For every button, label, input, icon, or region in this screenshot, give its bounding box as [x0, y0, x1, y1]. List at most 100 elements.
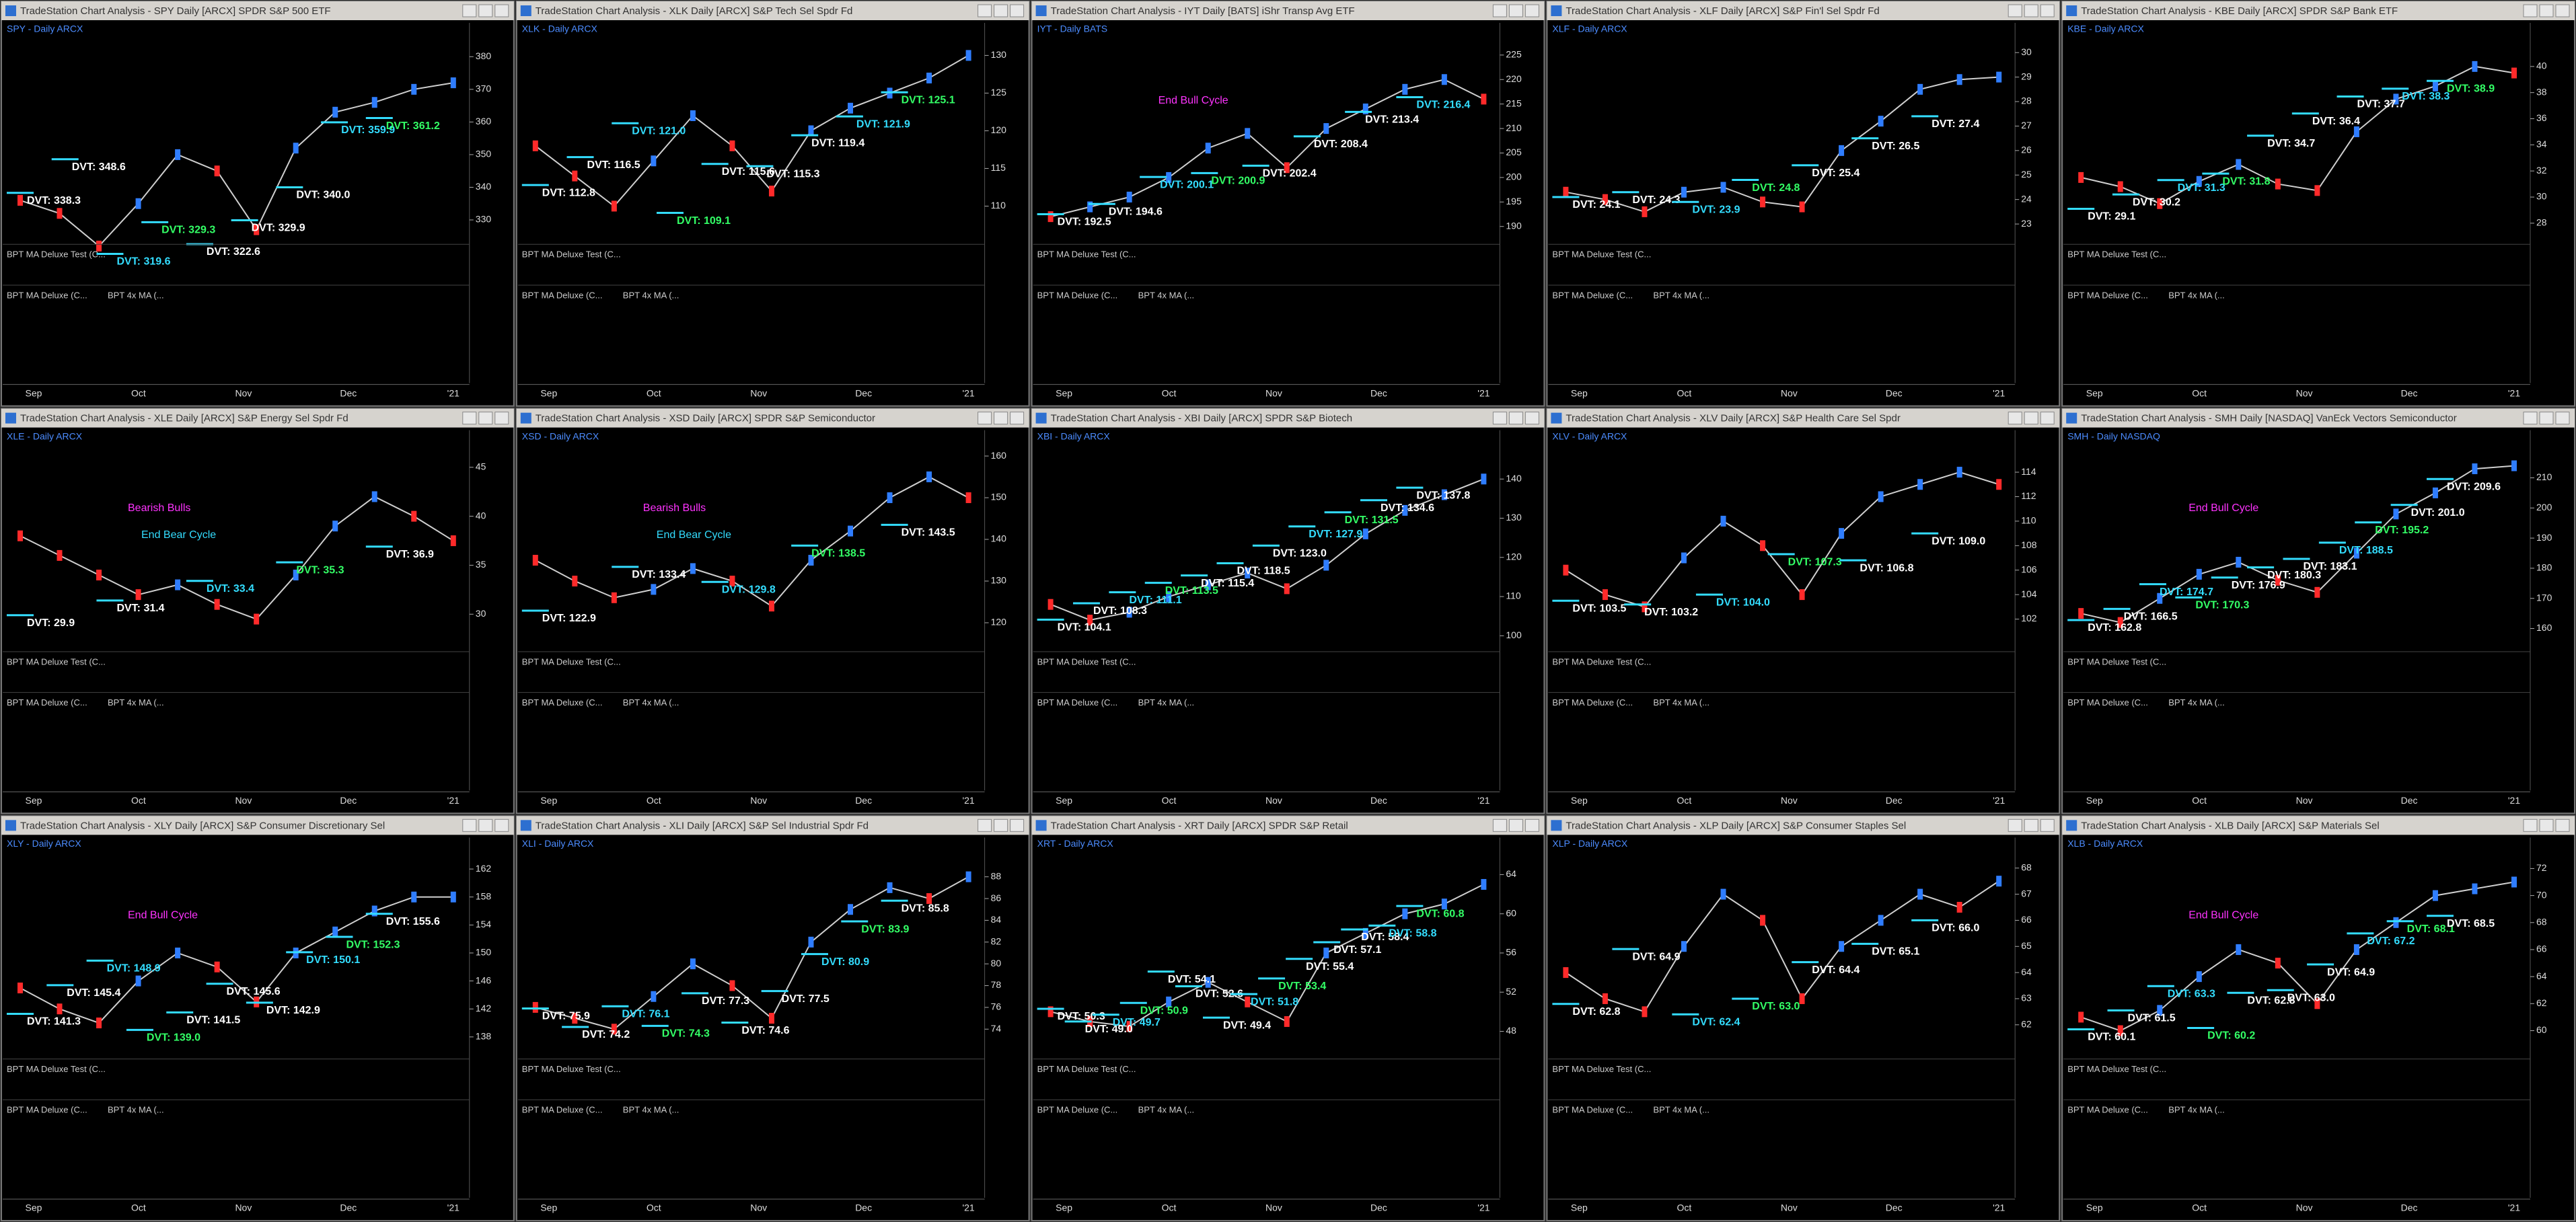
chart-window[interactable]: TradeStation Chart Analysis - XLE Daily … — [1, 408, 515, 814]
price-bar — [2393, 917, 2399, 928]
window-button-close[interactable] — [2555, 818, 2570, 832]
chart-window[interactable]: TradeStation Chart Analysis - XRT Daily … — [1031, 815, 1545, 1222]
symbol-label: XLE - Daily ARCX — [7, 430, 83, 441]
dvt-label: DVT: 60.2 — [2207, 1030, 2255, 1042]
window-button-close[interactable] — [494, 4, 509, 17]
chart-window[interactable]: TradeStation Chart Analysis - XSD Daily … — [515, 408, 1030, 814]
dvt-label: DVT: 50.9 — [1140, 1005, 1188, 1016]
chart-window[interactable]: TradeStation Chart Analysis - SPY Daily … — [1, 1, 515, 407]
window-button-min[interactable] — [978, 4, 992, 17]
window-button-close[interactable] — [1524, 4, 1539, 17]
window-button-max[interactable] — [478, 818, 493, 832]
window-button-min[interactable] — [978, 412, 992, 425]
dvt-label: DVT: 213.4 — [1365, 114, 1419, 126]
price-bar — [17, 194, 23, 206]
chart-window[interactable]: TradeStation Chart Analysis - XLK Daily … — [515, 1, 1030, 407]
price-bar — [371, 905, 377, 917]
price-bar — [1878, 116, 1884, 127]
window-button-max[interactable] — [2024, 412, 2038, 425]
window-button-min[interactable] — [2008, 818, 2022, 832]
window-button-max[interactable] — [2024, 818, 2038, 832]
window-button-min[interactable] — [462, 412, 477, 425]
window-button-min[interactable] — [1492, 412, 1507, 425]
window-button-max[interactable] — [478, 412, 493, 425]
window-button-max[interactable] — [478, 4, 493, 17]
indicator-label: BPT 4x MA (... — [1138, 697, 1195, 708]
window-button-close[interactable] — [494, 818, 509, 832]
chart-window[interactable]: TradeStation Chart Analysis - XLY Daily … — [1, 815, 515, 1222]
y-tick-label: 48 — [1506, 1025, 1516, 1036]
window-button-close[interactable] — [2555, 4, 2570, 17]
x-tick-label: Sep — [1056, 795, 1072, 806]
dvt-label: DVT: 27.4 — [1931, 118, 1979, 130]
window-button-max[interactable] — [1508, 818, 1523, 832]
window-button-close[interactable] — [1524, 818, 1539, 832]
x-tick-label: Dec — [2401, 1202, 2418, 1213]
chart-window[interactable]: TradeStation Chart Analysis - XLV Daily … — [1546, 408, 2061, 814]
y-tick-label: 210 — [1506, 122, 1522, 133]
price-bar — [965, 871, 971, 882]
y-tick-label: 65 — [2021, 940, 2032, 951]
price-bar — [965, 492, 971, 504]
window-button-close[interactable] — [1010, 412, 1025, 425]
chart-window[interactable]: TradeStation Chart Analysis - XLP Daily … — [1546, 815, 2061, 1222]
x-tick-label: '21 — [2508, 1202, 2520, 1213]
window-button-min[interactable] — [2008, 412, 2022, 425]
window-button-min[interactable] — [2523, 4, 2538, 17]
indicator-label: BPT 4x MA (... — [2168, 290, 2225, 300]
price-bar — [532, 1001, 538, 1013]
price-bar — [450, 77, 456, 89]
y-tick-label: 100 — [1506, 629, 1522, 640]
x-tick-label: '21 — [447, 1202, 459, 1213]
window-button-max[interactable] — [2539, 818, 2554, 832]
cycle-note: End Bull Cycle — [2188, 502, 2258, 514]
window-button-max[interactable] — [1508, 412, 1523, 425]
indicator-label: BPT MA Deluxe (C... — [2067, 697, 2148, 708]
x-tick-label: Oct — [1162, 795, 1177, 806]
chart-window[interactable]: TradeStation Chart Analysis - SMH Daily … — [2061, 408, 2575, 814]
chart-window[interactable]: TradeStation Chart Analysis - XLB Daily … — [2061, 815, 2575, 1222]
window-button-close[interactable] — [1524, 412, 1539, 425]
window-button-close[interactable] — [2555, 412, 2570, 425]
window-button-max[interactable] — [994, 4, 1008, 17]
y-tick-label: 64 — [1506, 868, 1516, 879]
window-button-close[interactable] — [2040, 412, 2055, 425]
window-button-close[interactable] — [2040, 4, 2055, 17]
price-bar — [532, 555, 538, 566]
window-button-max[interactable] — [1508, 4, 1523, 17]
dvt-label: DVT: 64.9 — [1632, 951, 1680, 962]
price-bar — [926, 73, 932, 84]
window-button-max[interactable] — [2539, 4, 2554, 17]
window-button-min[interactable] — [462, 4, 477, 17]
chart-window[interactable]: TradeStation Chart Analysis - IYT Daily … — [1031, 1, 1545, 407]
window-button-min[interactable] — [2523, 412, 2538, 425]
dvt-label: DVT: 122.9 — [542, 613, 596, 624]
chart-window[interactable]: TradeStation Chart Analysis - XLI Daily … — [515, 815, 1030, 1222]
window-button-close[interactable] — [494, 412, 509, 425]
price-bar — [1481, 93, 1487, 105]
dvt-label: DVT: 200.1 — [1160, 179, 1214, 190]
indicator-label: BPT 4x MA (... — [1653, 1105, 1709, 1115]
window-button-min[interactable] — [1492, 818, 1507, 832]
window-button-max[interactable] — [2024, 4, 2038, 17]
x-tick-label: Nov — [750, 795, 767, 806]
price-bar — [2314, 185, 2320, 196]
window-button-min[interactable] — [978, 818, 992, 832]
price-bar — [1362, 927, 1368, 939]
window-button-min[interactable] — [2008, 4, 2022, 17]
price-bar — [1996, 876, 2002, 887]
window-button-max[interactable] — [994, 818, 1008, 832]
chart-window[interactable]: TradeStation Chart Analysis - XBI Daily … — [1031, 408, 1545, 814]
window-button-min[interactable] — [1492, 4, 1507, 17]
window-button-min[interactable] — [2523, 818, 2538, 832]
window-button-close[interactable] — [1010, 818, 1025, 832]
window-button-close[interactable] — [1010, 4, 1025, 17]
window-button-min[interactable] — [462, 818, 477, 832]
chart-window[interactable]: TradeStation Chart Analysis - XLF Daily … — [1546, 1, 2061, 407]
window-button-max[interactable] — [994, 412, 1008, 425]
indicator-label: BPT 4x MA (... — [2168, 697, 2225, 708]
price-bar — [1166, 171, 1172, 183]
window-button-max[interactable] — [2539, 412, 2554, 425]
window-button-close[interactable] — [2040, 818, 2055, 832]
chart-window[interactable]: TradeStation Chart Analysis - KBE Daily … — [2061, 1, 2575, 407]
